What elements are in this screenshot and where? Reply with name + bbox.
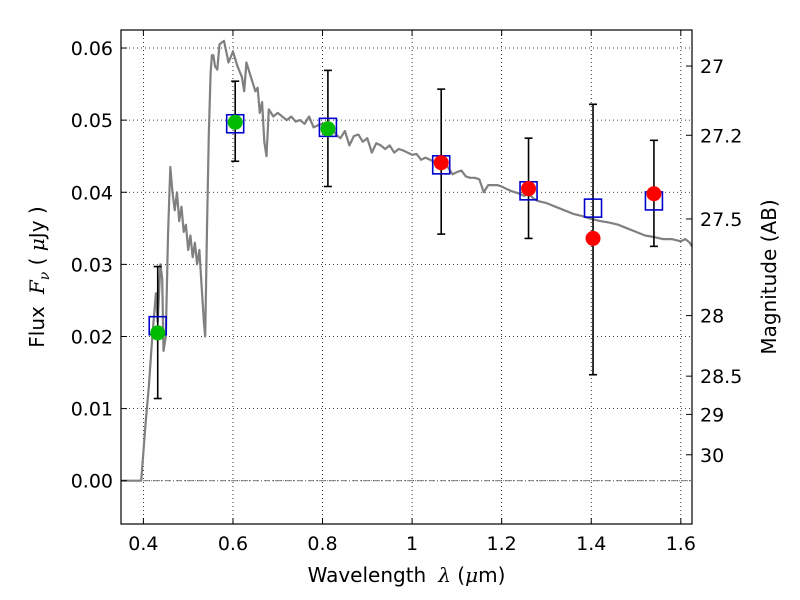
data-point-marker: [521, 181, 537, 197]
y2-tick-label: 28: [700, 306, 724, 328]
band-squares: [148, 113, 664, 336]
x-tick-label: 0.8: [307, 533, 337, 555]
data-point-marker: [585, 230, 601, 246]
y2-tick-label: 27.2: [700, 125, 742, 147]
y-axis-label: FluxFν ( μJy ): [25, 206, 53, 347]
y-axis-ticks: 0.00 0.01 0.02 0.03 0.04 0.05 0.06: [71, 38, 127, 493]
model-spectrum-line: [121, 39, 693, 482]
y2-tick-label: 30: [700, 445, 724, 467]
y-tick-label: 0.00: [71, 471, 113, 493]
plot-frame: [120, 29, 693, 525]
y2-axis-ticks: 27 27.2 27.5 28 28.5 29 30: [686, 56, 742, 467]
data-point-marker: [646, 186, 662, 202]
model-spectrum: [121, 39, 693, 482]
y2-tick-label: 29: [700, 404, 724, 426]
y-tick-label: 0.01: [71, 399, 113, 421]
x-tick-label: 1: [406, 533, 418, 555]
y-tick-label: 0.02: [71, 326, 113, 348]
x-tick-label: 0.6: [218, 533, 248, 555]
x-tick-label: 0.4: [128, 533, 158, 555]
x-tick-label: 1.6: [666, 533, 696, 555]
y2-tick-label: 27: [700, 56, 724, 78]
y2-tick-label: 28.5: [700, 366, 742, 388]
x-tick-label: 1.4: [576, 533, 606, 555]
y-tick-label: 0.04: [71, 182, 113, 204]
data-point-marker: [227, 114, 243, 130]
band-square-marker: [225, 113, 245, 134]
y-tick-label: 0.05: [71, 110, 113, 132]
y2-axis-label: Magnitude (AB): [757, 199, 781, 354]
x-axis-label: Wavelength λ (μm): [308, 563, 506, 587]
data-point-marker: [433, 155, 449, 171]
band-square-marker: [318, 117, 338, 138]
measured-points: [150, 114, 662, 341]
band-square-marker: [583, 198, 603, 218]
y-tick-label: 0.03: [71, 254, 113, 276]
data-point-marker: [150, 325, 166, 341]
data-point-marker: [320, 121, 336, 137]
y2-tick-label: 27.5: [700, 209, 742, 231]
x-tick-label: 1.2: [487, 533, 517, 555]
y-tick-label: 0.06: [71, 38, 113, 60]
x-axis-ticks: 0.4 0.6 0.8 1 1.2 1.4 1.6: [128, 30, 696, 555]
